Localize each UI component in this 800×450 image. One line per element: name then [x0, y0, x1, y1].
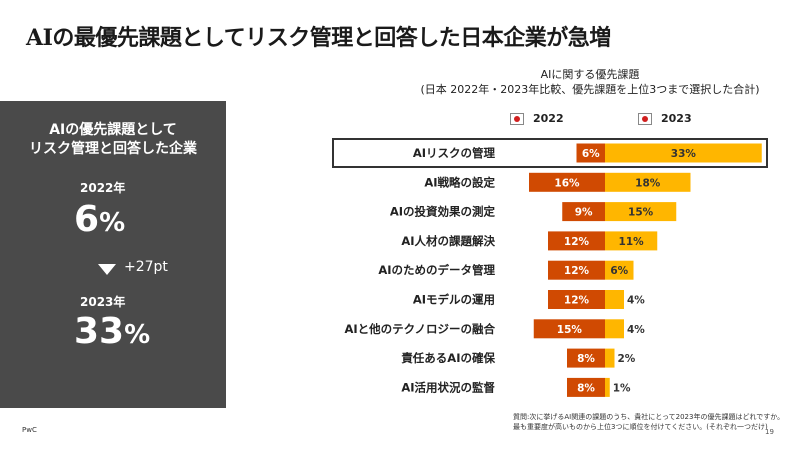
bar-2023: [605, 231, 658, 251]
category-label: AI活用状況の監督: [401, 380, 495, 394]
down-arrow-icon: [98, 264, 116, 275]
value-label-2023: 33%: [671, 148, 697, 160]
summary-year-2022: 2022年: [80, 181, 126, 195]
chart-title: AIに関する優先課題: [540, 68, 640, 81]
highlight-box: [332, 138, 768, 168]
value-label-2023: 4%: [627, 295, 645, 307]
bar-2022: [529, 172, 605, 192]
bar-2023: [605, 202, 677, 222]
bar-2022: [576, 143, 605, 163]
page-number: 19: [765, 428, 774, 436]
value-label-2023: 2%: [618, 353, 636, 365]
summary-heading-line1: AIの優先課題として: [49, 122, 177, 138]
legend-label-2023: 2023: [661, 112, 692, 125]
summary-value-2022: 6%: [74, 199, 125, 240]
category-label: AI人材の課題解決: [401, 234, 495, 248]
category-label: AIと他のテクノロジーの融合: [345, 322, 496, 336]
value-label-2022: 12%: [564, 265, 590, 277]
category-label: AIモデルの運用: [413, 293, 495, 307]
legend-item-2023: 2023: [638, 112, 692, 125]
value-label-2023: 11%: [619, 236, 645, 248]
summary-heading-line2: リスク管理と回答した企業: [29, 141, 197, 157]
chart-subtitle: (日本 2022年・2023年比較、優先課題を上位3つまで選択した合計): [420, 83, 760, 96]
japan-flag-icon: [510, 112, 524, 125]
value-label-2022: 8%: [577, 382, 595, 394]
chart-title-block: AIに関する優先課題 (日本 2022年・2023年比較、優先課題を上位3つまで…: [380, 67, 800, 97]
summary-value-2022-number: 6: [74, 199, 100, 240]
bar-2023: [605, 319, 624, 339]
summary-difference: +27pt: [124, 259, 168, 275]
footnote-line2: 最も重要度が高いものから上位3つに順位を付けてください。(それぞれ一つだけ): [513, 423, 768, 431]
summary-value-2023: 33%: [74, 311, 150, 352]
summary-heading: AIの優先課題として リスク管理と回答した企業: [0, 121, 226, 159]
bar-2023: [605, 172, 691, 192]
summary-value-2023-number: 33: [74, 311, 125, 352]
summary-value-2023-pct: %: [124, 320, 151, 350]
value-label-2023: 15%: [628, 207, 654, 219]
summary-year-2023: 2023年: [80, 295, 126, 309]
value-label-2023: 4%: [627, 324, 645, 336]
value-label-2023: 6%: [610, 265, 628, 277]
bar-2023: [605, 290, 624, 309]
value-label-2023: 1%: [613, 382, 631, 394]
footnote-line1: 質問:次に挙げるAI関連の課題のうち、貴社にとって2023年の優先課題はどれです…: [513, 413, 785, 421]
value-label-2022: 6%: [582, 148, 600, 160]
value-label-2022: 12%: [564, 295, 590, 307]
value-label-2022: 8%: [577, 353, 595, 365]
value-label-2022: 12%: [564, 236, 590, 248]
category-label: AIの投資効果の測定: [390, 205, 496, 219]
category-label: AIのためのデータ管理: [378, 263, 495, 277]
bar-2022: [562, 202, 605, 222]
category-label: AIリスクの管理: [413, 146, 496, 160]
japan-flag-icon: [638, 112, 652, 125]
summary-value-2022-pct: %: [99, 208, 126, 238]
category-label: 責任あるAIの確保: [401, 351, 495, 365]
bar-2022: [548, 231, 605, 251]
value-label-2023: 18%: [635, 177, 661, 189]
bar-2022: [548, 260, 605, 280]
bar-2022: [548, 290, 605, 309]
summary-panel: AIの優先課題として リスク管理と回答した企業 2022年 6% +27pt 2…: [0, 101, 226, 408]
legend-label-2022: 2022: [533, 112, 564, 125]
value-label-2022: 15%: [557, 324, 583, 336]
bar-2023: [605, 143, 762, 163]
value-label-2022: 16%: [554, 177, 580, 189]
bar-2022: [567, 348, 605, 368]
category-label: AI戦略の設定: [424, 175, 495, 189]
bar-2022: [533, 319, 605, 339]
legend-item-2022: 2022: [510, 112, 564, 125]
bar-2023: [605, 260, 634, 280]
bar-2023: [605, 377, 610, 397]
bar-2022: [567, 377, 605, 397]
bar-2023: [605, 348, 615, 368]
brand-label: PwC: [22, 426, 37, 434]
footnote: 質問:次に挙げるAI関連の課題のうち、貴社にとって2023年の優先課題はどれです…: [513, 412, 784, 432]
value-label-2022: 9%: [575, 207, 593, 219]
page-title: AIの最優先課題としてリスク管理と回答した日本企業が急増: [26, 25, 611, 51]
